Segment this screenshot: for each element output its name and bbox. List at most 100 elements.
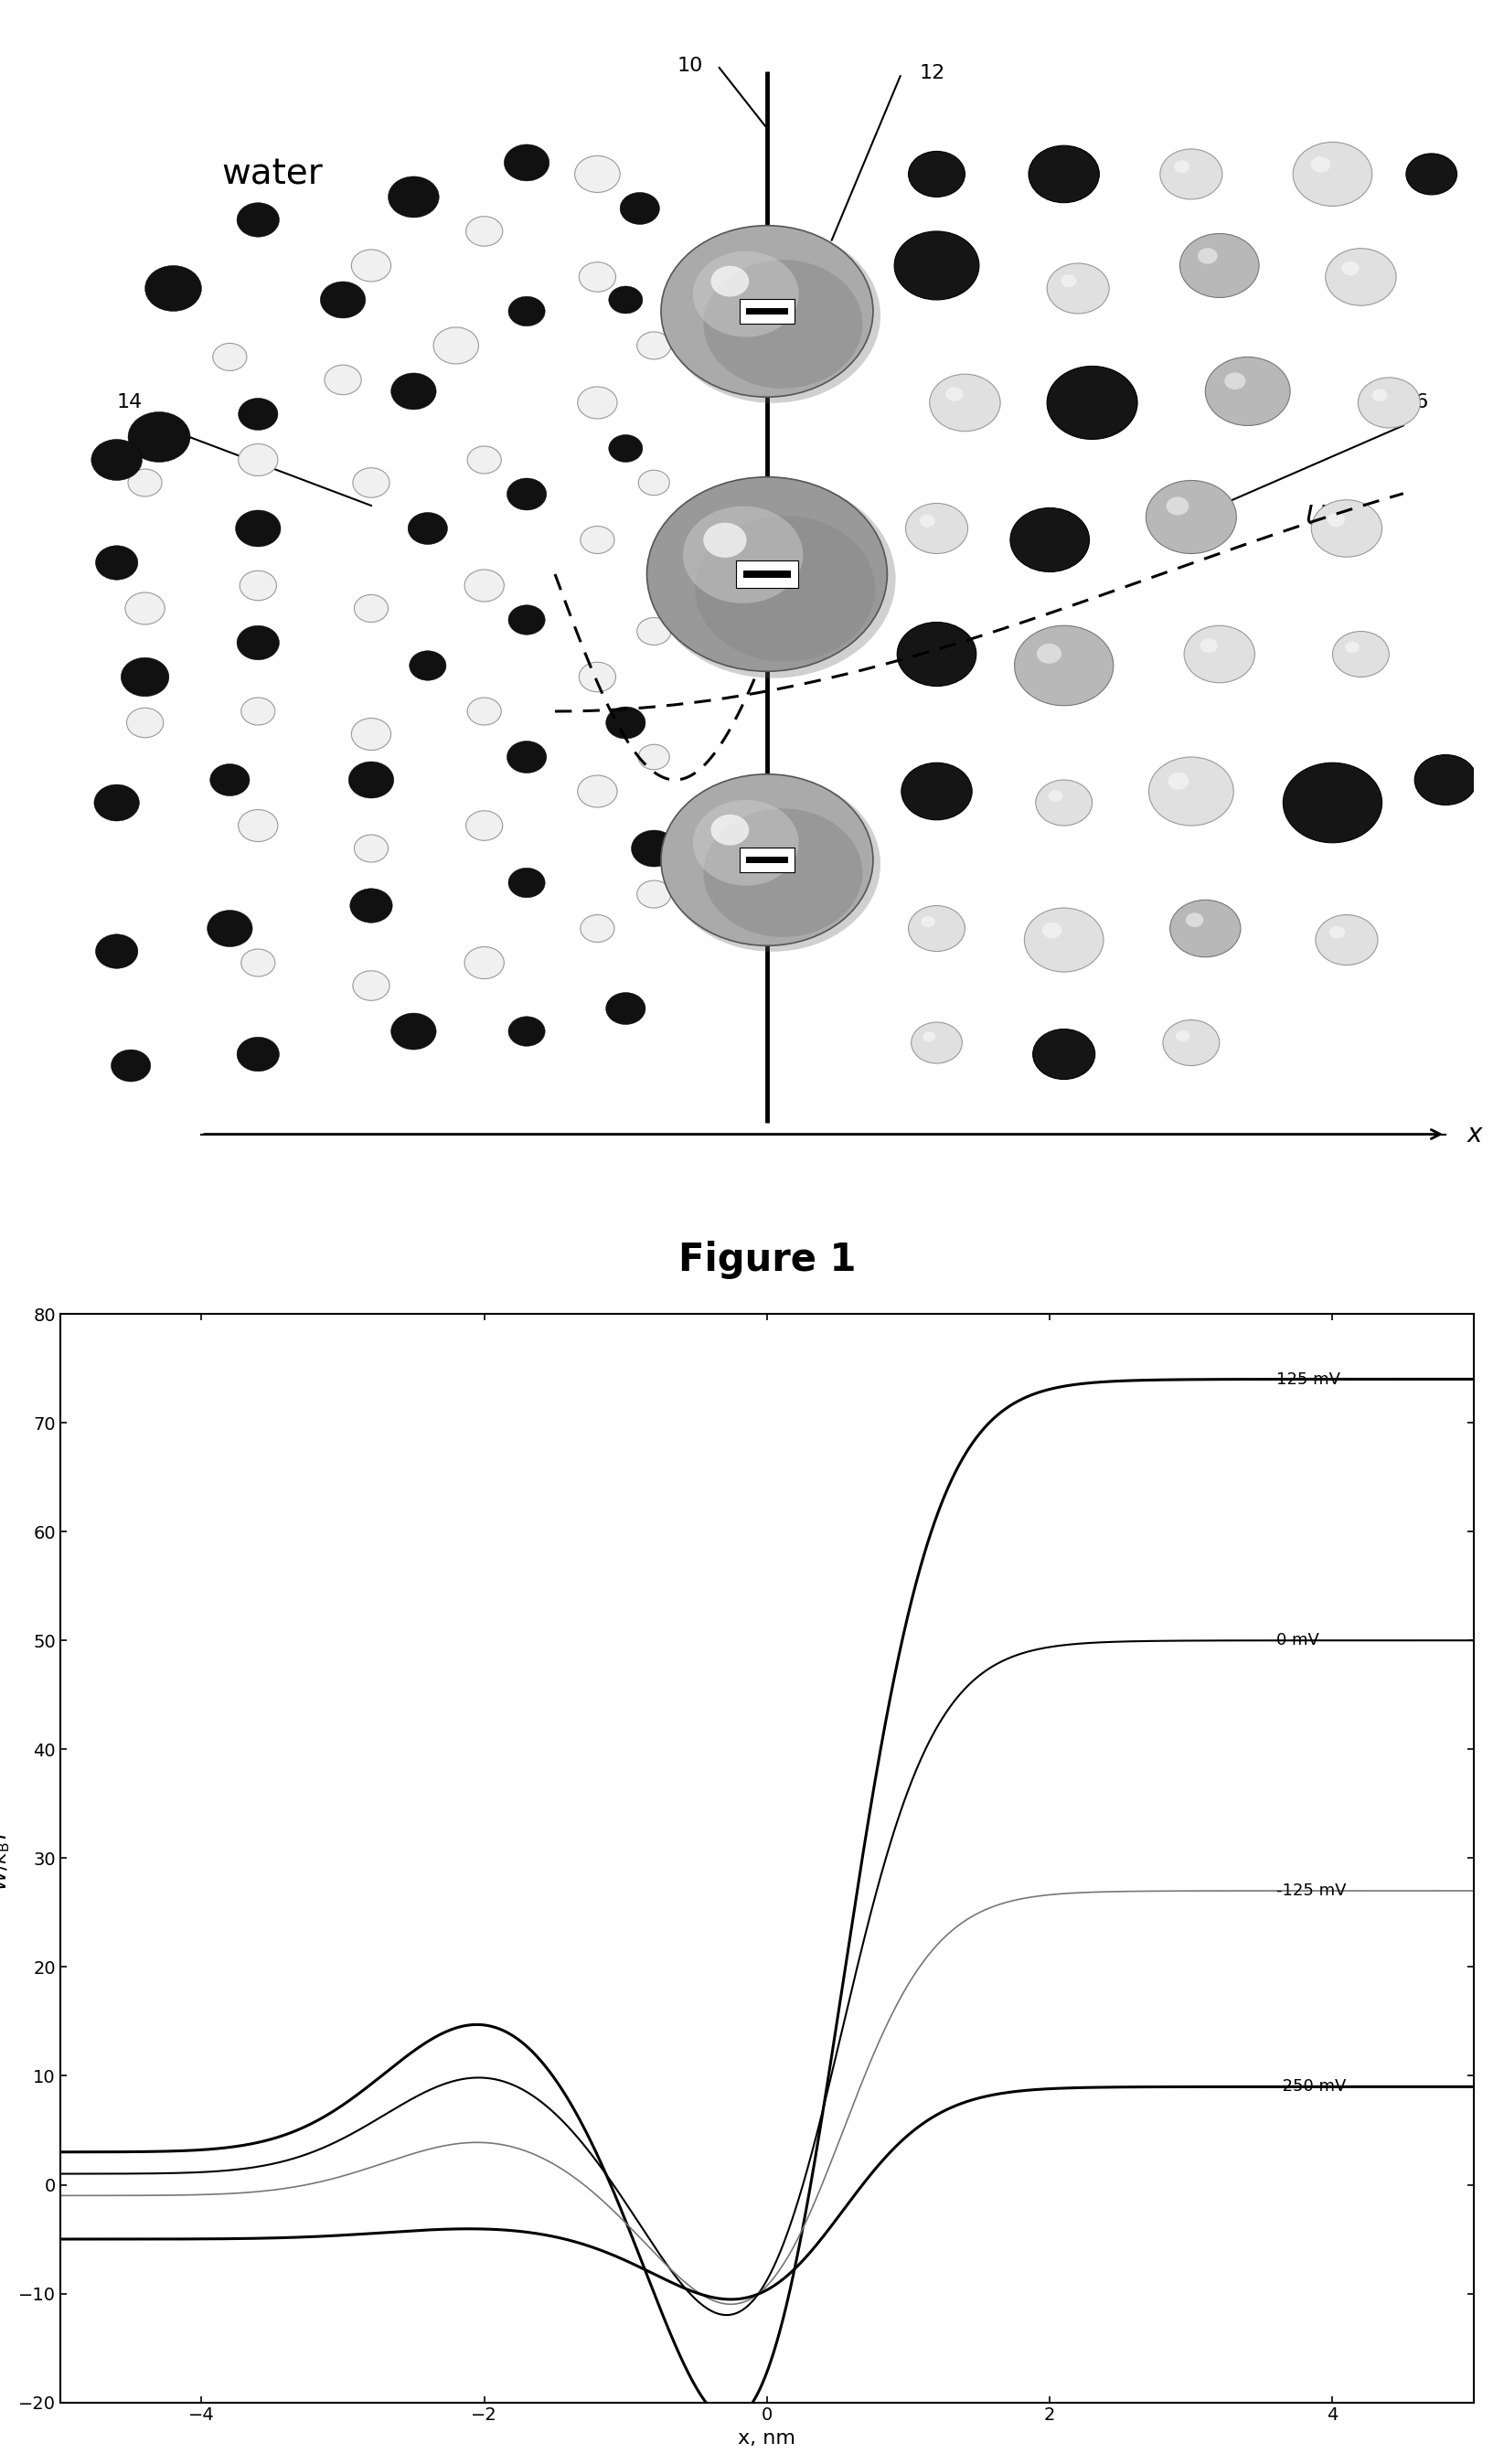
Circle shape bbox=[1011, 508, 1089, 572]
Circle shape bbox=[1060, 274, 1077, 288]
Circle shape bbox=[355, 835, 388, 862]
Circle shape bbox=[665, 229, 880, 404]
Y-axis label: $W/k_{\rm B}T$: $W/k_{\rm B}T$ bbox=[0, 1826, 12, 1890]
Circle shape bbox=[508, 867, 544, 897]
Circle shape bbox=[1197, 249, 1217, 264]
Circle shape bbox=[1036, 781, 1092, 825]
Circle shape bbox=[905, 503, 967, 554]
Circle shape bbox=[238, 811, 278, 843]
Circle shape bbox=[1345, 641, 1360, 653]
Circle shape bbox=[908, 907, 966, 951]
Circle shape bbox=[1330, 926, 1345, 939]
Circle shape bbox=[609, 434, 642, 463]
Circle shape bbox=[468, 697, 501, 724]
Circle shape bbox=[920, 917, 935, 926]
Circle shape bbox=[1160, 148, 1223, 200]
Circle shape bbox=[1163, 1020, 1220, 1064]
FancyBboxPatch shape bbox=[740, 298, 794, 323]
Circle shape bbox=[465, 569, 504, 601]
Circle shape bbox=[1293, 143, 1372, 207]
Text: 125 mV: 125 mV bbox=[1275, 1370, 1340, 1387]
Circle shape bbox=[1048, 791, 1062, 801]
Text: Figure 1: Figure 1 bbox=[678, 1242, 856, 1279]
Text: oil: oil bbox=[1170, 158, 1212, 192]
FancyBboxPatch shape bbox=[746, 857, 788, 862]
Circle shape bbox=[1167, 774, 1190, 788]
Circle shape bbox=[465, 946, 504, 978]
Circle shape bbox=[391, 372, 436, 409]
Circle shape bbox=[238, 1037, 280, 1072]
Circle shape bbox=[128, 468, 162, 495]
Circle shape bbox=[946, 387, 963, 402]
Circle shape bbox=[349, 761, 394, 798]
Circle shape bbox=[1283, 764, 1382, 843]
Circle shape bbox=[241, 949, 275, 976]
Circle shape bbox=[1200, 638, 1218, 653]
Circle shape bbox=[1406, 153, 1457, 195]
Circle shape bbox=[704, 522, 746, 557]
Text: water: water bbox=[221, 158, 323, 192]
Circle shape bbox=[95, 784, 140, 821]
Circle shape bbox=[353, 971, 390, 1000]
Circle shape bbox=[929, 375, 1000, 431]
Circle shape bbox=[581, 527, 614, 554]
Circle shape bbox=[144, 266, 202, 310]
Circle shape bbox=[704, 259, 862, 389]
Circle shape bbox=[466, 217, 502, 246]
Circle shape bbox=[391, 1013, 436, 1050]
Circle shape bbox=[1316, 914, 1378, 966]
Circle shape bbox=[695, 515, 875, 663]
Circle shape bbox=[352, 717, 391, 749]
Circle shape bbox=[901, 764, 972, 821]
Circle shape bbox=[683, 505, 803, 604]
Circle shape bbox=[578, 776, 617, 808]
FancyBboxPatch shape bbox=[746, 857, 788, 862]
Circle shape bbox=[1358, 377, 1420, 429]
Circle shape bbox=[575, 155, 620, 192]
Circle shape bbox=[1175, 160, 1190, 172]
Circle shape bbox=[647, 478, 887, 670]
Circle shape bbox=[606, 707, 645, 739]
Circle shape bbox=[504, 145, 549, 180]
Circle shape bbox=[632, 830, 677, 867]
FancyBboxPatch shape bbox=[735, 562, 799, 589]
Circle shape bbox=[693, 801, 799, 885]
Circle shape bbox=[665, 776, 880, 951]
Circle shape bbox=[1311, 500, 1382, 557]
Circle shape bbox=[578, 387, 617, 419]
Circle shape bbox=[896, 623, 976, 685]
Circle shape bbox=[650, 480, 895, 678]
X-axis label: x, nm: x, nm bbox=[738, 2430, 796, 2447]
Circle shape bbox=[350, 890, 393, 924]
Circle shape bbox=[1327, 513, 1345, 527]
Circle shape bbox=[325, 365, 361, 394]
Circle shape bbox=[620, 192, 660, 224]
Circle shape bbox=[355, 594, 388, 623]
FancyBboxPatch shape bbox=[746, 308, 788, 315]
Circle shape bbox=[1372, 389, 1388, 402]
Text: 0 mV: 0 mV bbox=[1275, 1631, 1319, 1648]
Circle shape bbox=[1014, 626, 1113, 705]
Circle shape bbox=[320, 281, 365, 318]
Circle shape bbox=[95, 934, 138, 968]
Circle shape bbox=[1184, 626, 1254, 683]
Circle shape bbox=[1149, 756, 1233, 825]
Circle shape bbox=[638, 744, 669, 769]
Text: $x$: $x$ bbox=[1466, 1121, 1484, 1148]
Circle shape bbox=[208, 909, 253, 946]
Circle shape bbox=[353, 468, 390, 498]
Circle shape bbox=[239, 572, 277, 601]
Circle shape bbox=[468, 446, 501, 473]
Circle shape bbox=[125, 591, 165, 623]
Circle shape bbox=[1311, 158, 1331, 172]
Circle shape bbox=[1205, 357, 1290, 426]
Text: 12: 12 bbox=[920, 64, 946, 84]
FancyBboxPatch shape bbox=[743, 569, 791, 579]
Text: -250 mV: -250 mV bbox=[1275, 2080, 1346, 2094]
Circle shape bbox=[1024, 907, 1104, 971]
Circle shape bbox=[128, 411, 190, 463]
Circle shape bbox=[638, 471, 669, 495]
Text: $U$: $U$ bbox=[1304, 503, 1327, 530]
Circle shape bbox=[609, 286, 642, 313]
Circle shape bbox=[1179, 234, 1259, 298]
